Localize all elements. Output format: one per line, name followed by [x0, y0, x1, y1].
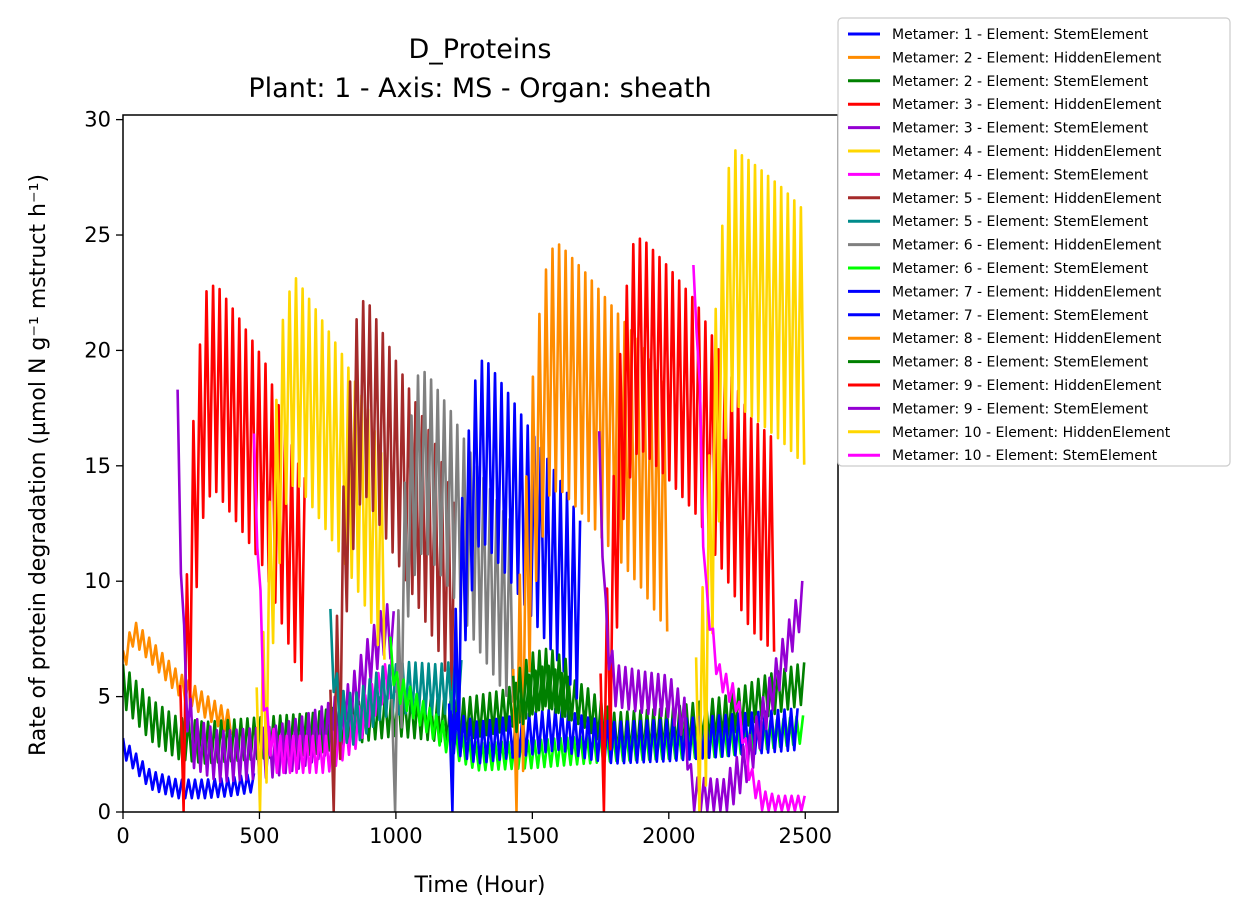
legend-label: Metamer: 3 - Element: HiddenElement — [892, 97, 1162, 113]
legend-label: Metamer: 2 - Element: StemElement — [892, 74, 1149, 90]
y-tick-label: 30 — [84, 108, 111, 132]
legend-label: Metamer: 4 - Element: HiddenElement — [892, 144, 1162, 160]
legend-label: Metamer: 6 - Element: StemElement — [892, 261, 1149, 277]
series-line-10 — [390, 370, 515, 812]
x-tick-label: 1500 — [506, 824, 559, 848]
legend-label: Metamer: 9 - Element: StemElement — [892, 401, 1149, 417]
x-axis-label: Time (Hour) — [414, 873, 546, 898]
legend-label: Metamer: 5 - Element: HiddenElement — [892, 191, 1162, 207]
legend-label: Metamer: 10 - Element: HiddenElement — [892, 425, 1171, 441]
legend-label: Metamer: 4 - Element: StemElement — [892, 167, 1149, 183]
legend-label: Metamer: 9 - Element: HiddenElement — [892, 378, 1162, 394]
legend-frame — [837, 17, 1231, 467]
series-line-2 — [123, 621, 233, 736]
series-layer — [123, 149, 806, 812]
y-tick-label: 0 — [98, 800, 111, 824]
series-line-13 — [449, 707, 799, 765]
series-line-12 — [447, 359, 582, 812]
series-line-9 — [329, 608, 463, 746]
x-tick-label: 2000 — [642, 824, 695, 848]
series-line-16 — [599, 237, 776, 812]
x-tick-label: 500 — [239, 824, 279, 848]
series-line-1 — [123, 737, 256, 800]
y-tick-label: 5 — [98, 685, 111, 709]
y-tick-label: 15 — [84, 454, 111, 478]
legend-label: Metamer: 3 - Element: StemElement — [892, 121, 1149, 137]
legend-label: Metamer: 2 - Element: HiddenElement — [892, 50, 1162, 66]
legend-label: Metamer: 6 - Element: HiddenElement — [892, 238, 1162, 254]
y-axis: 0 5 10 15 20 25 30 — [84, 108, 123, 824]
y-tick-label: 25 — [84, 223, 111, 247]
series-line-6 — [255, 277, 386, 812]
legend-label: Metamer: 8 - Element: HiddenElement — [892, 331, 1162, 347]
y-axis-label: Rate of protein degradation (µmol N g⁻¹ … — [26, 174, 51, 756]
series-line-15 — [511, 647, 571, 734]
y-tick-label: 20 — [84, 338, 111, 362]
series-line-14 — [511, 243, 669, 812]
legend-label: Metamer: 10 - Element: StemElement — [892, 448, 1158, 464]
x-tick-label: 1000 — [369, 824, 422, 848]
legend-label: Metamer: 5 - Element: StemElement — [892, 214, 1149, 230]
chart-title: D_Proteins — [408, 34, 551, 65]
y-tick-label: 10 — [84, 569, 111, 593]
chart-subtitle: Plant: 1 - Axis: MS - Organ: sheath — [248, 73, 711, 104]
legend-label: Metamer: 8 - Element: StemElement — [892, 355, 1149, 371]
legend-label: Metamer: 7 - Element: StemElement — [892, 308, 1149, 324]
series-line-4 — [179, 284, 307, 812]
series-line-19 — [692, 264, 806, 812]
x-tick-label: 2500 — [779, 824, 832, 848]
x-axis: 0 500 1000 1500 2000 2500 — [116, 812, 832, 848]
series-line-18 — [694, 149, 806, 812]
legend: Metamer: 1 - Element: StemElement Metamer… — [837, 17, 1231, 467]
legend-label: Metamer: 7 - Element: HiddenElement — [892, 284, 1162, 300]
legend-label: Metamer: 1 - Element: StemElement — [892, 27, 1149, 43]
x-tick-label: 0 — [116, 824, 129, 848]
